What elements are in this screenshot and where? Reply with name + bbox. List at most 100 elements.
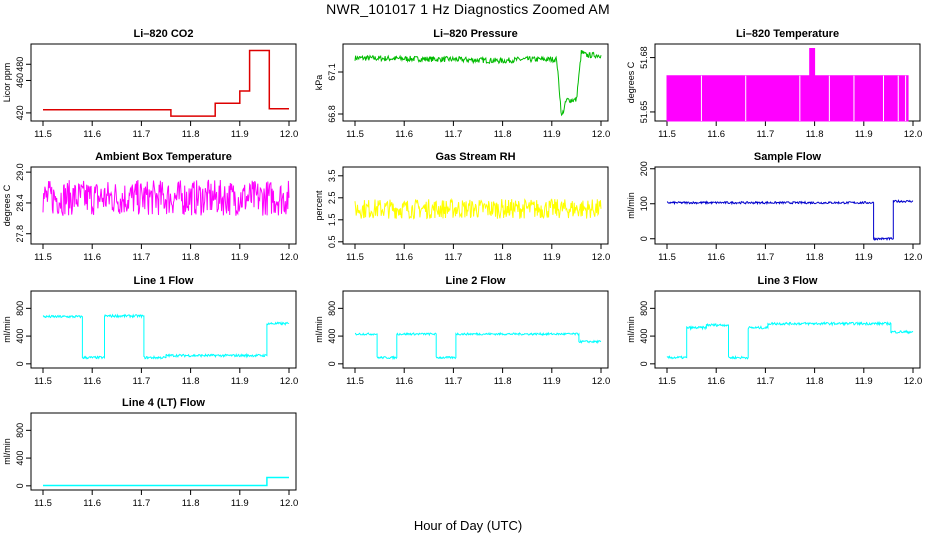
x-tick-label: 11.5 [658, 252, 676, 263]
y-tick-label: 800 [15, 301, 25, 316]
y-tick-label: 800 [327, 301, 337, 316]
y-tick-label: 67.1 [327, 63, 337, 81]
x-tick-label: 11.7 [133, 498, 151, 509]
y-tick-label: 800 [639, 301, 649, 316]
y-tick-label: 400 [639, 329, 649, 344]
x-tick-label: 11.7 [445, 252, 463, 263]
x-tick-label: 11.6 [707, 252, 725, 263]
y-tick-label: 3.5 [327, 170, 337, 183]
x-tick-label: 11.6 [83, 129, 101, 140]
x-tick-label: 12.0 [280, 498, 299, 509]
x-tick-label: 11.9 [231, 498, 249, 509]
panel-title: Line 1 Flow [134, 275, 194, 287]
x-tick-label: 12.0 [280, 252, 299, 263]
x-tick-label: 11.8 [494, 129, 512, 140]
x-tick-label: 11.6 [395, 376, 413, 387]
y-axis-label: kPa [314, 75, 324, 91]
panel-pressure: Li–820 Pressure 11.5 11.6 11.7 11.8 11.9 12.0 6… [314, 28, 610, 140]
y-tick-label: 1.5 [327, 214, 337, 227]
y-tick-label: 800 [15, 423, 25, 438]
series-0-line [666, 320, 914, 360]
series-0-line [43, 49, 289, 117]
y-axis-label: ml/min [626, 192, 636, 219]
panel-line4: Line 4 (LT) Flow 11.5 11.6 11.7 11.8 11.9 12.0… [2, 397, 298, 509]
plot-box [654, 166, 921, 245]
panel-line1: Line 1 Flow 11.5 11.6 11.7 11.8 11.9 12.0 0 400 8… [2, 275, 298, 387]
y-axis-label: degrees C [2, 184, 12, 226]
x-tick-label: 11.7 [757, 129, 775, 140]
series-0-line [43, 476, 289, 487]
y-axis-label: Licor ppm [2, 63, 12, 103]
x-tick-label: 11.9 [543, 252, 561, 263]
plot-box [30, 166, 297, 245]
y-tick-label: 51.68 [639, 46, 649, 69]
x-tick-label: 11.9 [855, 252, 873, 263]
y-tick-label: 0 [15, 483, 25, 488]
y-tick-label: 0 [639, 236, 649, 241]
x-tick-label: 11.5 [34, 129, 52, 140]
x-tick-label: 11.5 [346, 129, 364, 140]
plot-box [342, 166, 609, 245]
plot-box [342, 43, 609, 122]
y-tick-label: 0 [327, 361, 337, 366]
x-tick-label: 11.6 [83, 498, 101, 509]
x-tick-label: 12.0 [904, 252, 923, 263]
y-tick-label: 51.65 [639, 101, 649, 124]
x-tick-label: 11.7 [133, 252, 151, 263]
panel-line2: Line 2 Flow 11.5 11.6 11.7 11.8 11.9 12.0 0 400 8… [314, 275, 610, 387]
panel-title: Line 2 Flow [446, 275, 506, 287]
x-tick-label: 11.8 [182, 376, 200, 387]
panel-title: Li–820 Pressure [433, 28, 517, 40]
x-tick-label: 11.5 [34, 252, 52, 263]
x-tick-label: 11.8 [806, 376, 824, 387]
x-axis-label: Hour of Day (UTC) [413, 518, 523, 533]
y-tick-label: 2.5 [327, 192, 337, 205]
x-tick-label: 11.8 [182, 129, 200, 140]
x-tick-label: 11.5 [34, 498, 52, 509]
panel-box-temp: Ambient Box Temperature 11.5 11.6 11.7 11.8 1… [2, 151, 298, 263]
y-tick-label: 0 [639, 361, 649, 366]
panel-co2: Li–820 CO2 11.5 11.6 11.7 11.8 11.9 12.0 420 460… [2, 28, 298, 140]
x-tick-label: 11.5 [658, 376, 676, 387]
x-tick-label: 11.9 [231, 129, 249, 140]
x-tick-label: 11.5 [658, 129, 676, 140]
y-tick-label: 28.4 [15, 194, 25, 212]
series-0-line [666, 199, 914, 241]
x-tick-label: 11.5 [346, 376, 364, 387]
x-tick-label: 11.9 [855, 129, 873, 140]
plot-box [30, 290, 297, 369]
y-tick-label: 0.5 [327, 236, 337, 249]
panel-title: Ambient Box Temperature [95, 151, 232, 163]
x-tick-label: 12.0 [904, 129, 923, 140]
y-tick-label: 400 [15, 329, 25, 344]
x-tick-label: 11.6 [395, 252, 413, 263]
y-axis-label: degrees C [626, 61, 636, 103]
y-tick-label: 400 [15, 451, 25, 466]
y-axis-label: ml/min [2, 438, 12, 465]
x-tick-label: 11.8 [494, 376, 512, 387]
x-tick-label: 12.0 [280, 129, 299, 140]
x-tick-label: 12.0 [904, 376, 923, 387]
series-0-line [42, 313, 290, 360]
x-tick-label: 11.6 [83, 376, 101, 387]
x-tick-label: 11.8 [494, 252, 512, 263]
plot-box [342, 290, 609, 369]
x-tick-label: 12.0 [592, 129, 611, 140]
y-tick-label: 27.8 [15, 225, 25, 243]
panel-title: Li–820 Temperature [736, 28, 839, 40]
y-tick-label: 100 [639, 196, 649, 211]
y-tick-label: 400 [327, 329, 337, 344]
x-tick-label: 11.7 [757, 376, 775, 387]
series-0-line [42, 179, 290, 216]
y-tick-label: 460 [15, 73, 25, 88]
series-0-line [354, 197, 602, 220]
y-tick-label: 29.0 [15, 163, 25, 181]
panel-title: Sample Flow [754, 151, 822, 163]
x-tick-label: 11.9 [543, 376, 561, 387]
x-tick-label: 11.6 [707, 376, 725, 387]
x-tick-label: 11.9 [855, 376, 873, 387]
y-axis-label: ml/min [2, 316, 12, 343]
x-tick-label: 11.6 [395, 129, 413, 140]
y-tick-label: 66.8 [327, 105, 337, 123]
